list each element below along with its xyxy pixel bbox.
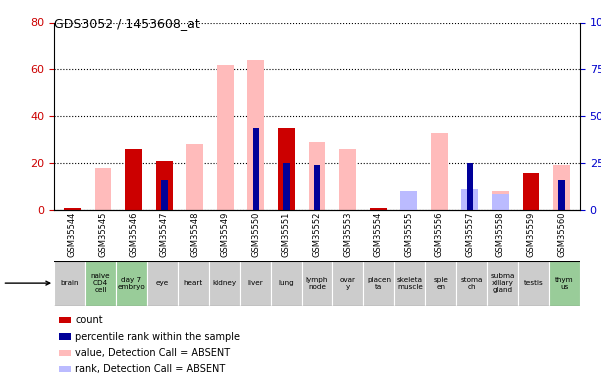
Bar bbox=[85, 261, 116, 306]
Bar bbox=[466, 163, 473, 210]
Bar bbox=[161, 180, 168, 210]
Bar bbox=[147, 261, 178, 306]
Bar bbox=[400, 191, 417, 210]
Text: tissue: tissue bbox=[0, 278, 50, 288]
Text: thym
us: thym us bbox=[555, 277, 574, 290]
Text: sple
en: sple en bbox=[433, 277, 448, 290]
Bar bbox=[217, 64, 234, 210]
Bar bbox=[59, 333, 71, 340]
Bar bbox=[314, 165, 320, 210]
Bar bbox=[462, 189, 478, 210]
Text: testis: testis bbox=[523, 280, 543, 286]
Bar bbox=[549, 261, 580, 306]
Bar bbox=[339, 149, 356, 210]
Bar bbox=[278, 128, 295, 210]
Text: skeleta
muscle: skeleta muscle bbox=[397, 277, 423, 290]
Bar bbox=[302, 261, 332, 306]
Bar bbox=[492, 191, 509, 210]
Bar bbox=[64, 208, 81, 210]
Bar bbox=[59, 366, 71, 372]
Bar bbox=[492, 194, 509, 210]
Text: stoma
ch: stoma ch bbox=[460, 277, 483, 290]
Text: heart: heart bbox=[184, 280, 203, 286]
Bar bbox=[394, 261, 426, 306]
Text: rank, Detection Call = ABSENT: rank, Detection Call = ABSENT bbox=[75, 364, 225, 374]
Bar bbox=[178, 261, 209, 306]
Text: liver: liver bbox=[247, 280, 263, 286]
Text: value, Detection Call = ABSENT: value, Detection Call = ABSENT bbox=[75, 348, 230, 358]
Bar bbox=[209, 261, 240, 306]
Bar bbox=[309, 142, 325, 210]
Text: count: count bbox=[75, 315, 103, 325]
Bar bbox=[456, 261, 487, 306]
Text: subma
xillary
gland: subma xillary gland bbox=[490, 273, 515, 293]
Bar bbox=[54, 261, 85, 306]
Text: placen
ta: placen ta bbox=[367, 277, 391, 290]
Bar bbox=[240, 261, 270, 306]
Bar bbox=[426, 261, 456, 306]
Text: lymph
node: lymph node bbox=[306, 277, 328, 290]
Bar bbox=[248, 60, 264, 210]
Bar bbox=[462, 189, 478, 210]
Bar bbox=[59, 316, 71, 322]
Bar bbox=[252, 128, 259, 210]
Bar bbox=[364, 261, 394, 306]
Text: day 7
embryо: day 7 embryо bbox=[118, 277, 145, 290]
Bar bbox=[558, 180, 565, 210]
Bar bbox=[332, 261, 364, 306]
Bar bbox=[125, 149, 142, 210]
Text: GDS3052 / 1453608_at: GDS3052 / 1453608_at bbox=[54, 17, 200, 30]
Bar bbox=[553, 165, 570, 210]
Text: eye: eye bbox=[156, 280, 169, 286]
Bar bbox=[156, 161, 172, 210]
Bar bbox=[116, 261, 147, 306]
Text: brain: brain bbox=[60, 280, 79, 286]
Text: kidney: kidney bbox=[212, 280, 236, 286]
Text: ovar
y: ovar y bbox=[340, 277, 356, 290]
Text: percentile rank within the sample: percentile rank within the sample bbox=[75, 332, 240, 342]
Bar bbox=[283, 163, 290, 210]
Text: naive
CD4
cell: naive CD4 cell bbox=[91, 273, 111, 293]
Bar bbox=[523, 172, 540, 210]
Bar bbox=[487, 261, 518, 306]
Bar bbox=[186, 144, 203, 210]
Bar bbox=[431, 133, 448, 210]
Text: lung: lung bbox=[278, 280, 294, 286]
Bar bbox=[518, 261, 549, 306]
Bar bbox=[370, 208, 386, 210]
Bar bbox=[94, 168, 111, 210]
Bar bbox=[270, 261, 302, 306]
Bar bbox=[59, 350, 71, 356]
